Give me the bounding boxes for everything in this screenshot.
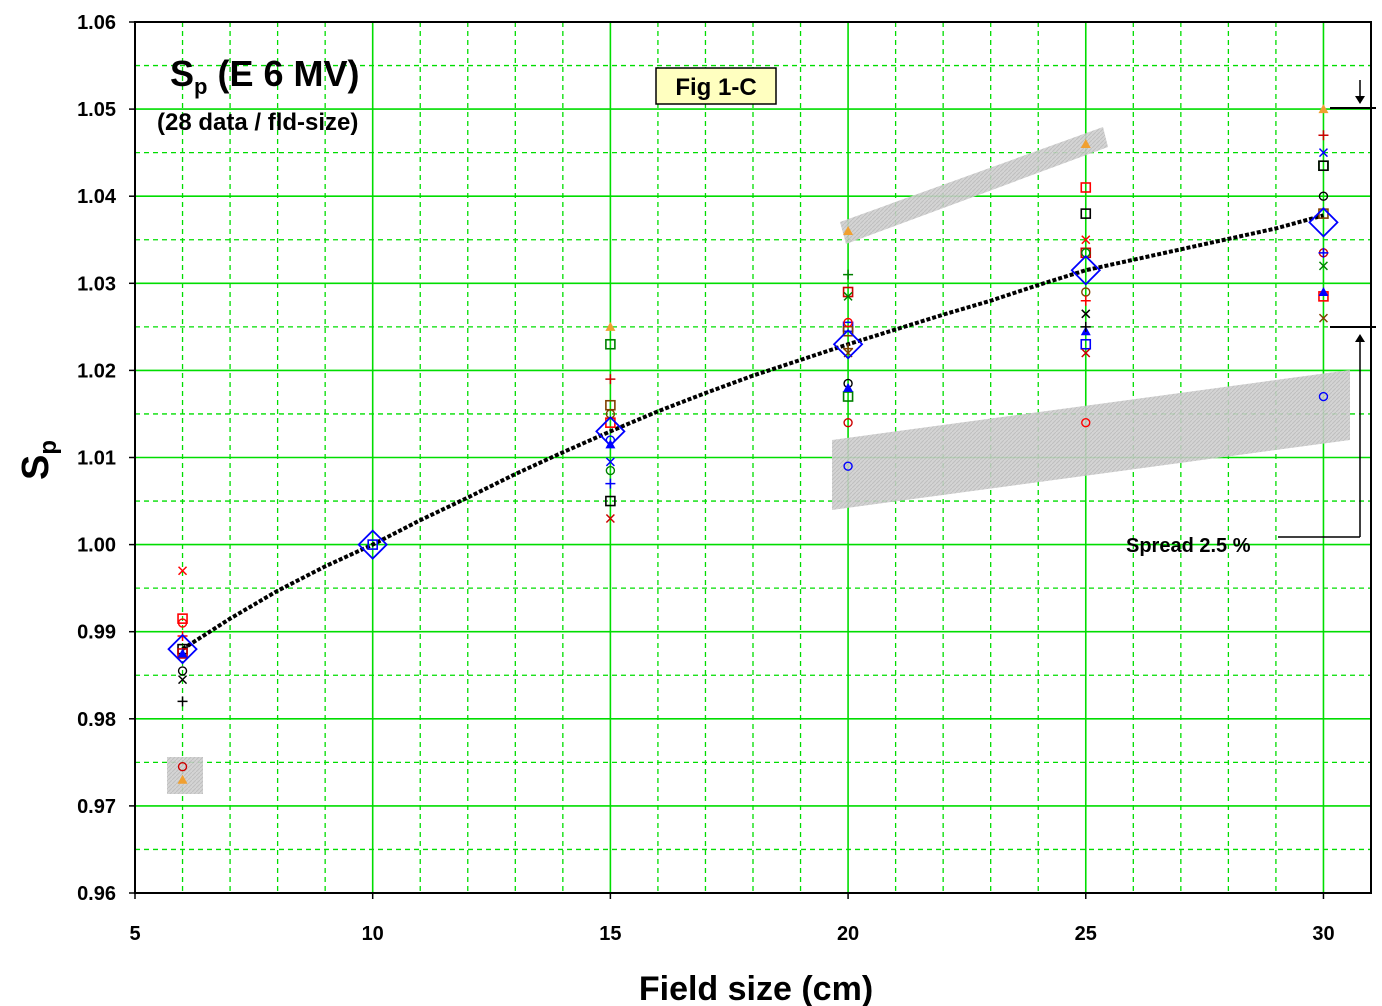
mean-diamond-marker [832, 328, 864, 360]
x-marker [1318, 313, 1328, 323]
square-marker [605, 338, 616, 350]
x-marker [178, 566, 188, 576]
mean-diamond-marker [167, 633, 198, 665]
y-tick-label: 1.00 [77, 535, 116, 557]
square-marker [1080, 338, 1092, 350]
circle-marker [177, 666, 188, 676]
x-marker [1081, 348, 1091, 358]
chart-title: Sp (E 6 MV) [170, 53, 359, 99]
circle-marker [843, 317, 853, 328]
highlight-band-upper [840, 127, 1108, 244]
y-axis-title: Sp [15, 440, 62, 480]
x-tick-label: 25 [1075, 923, 1097, 945]
x-tick-label: 10 [362, 923, 384, 945]
x-tick-labels: 5 10 15 20 25 30 [129, 893, 1335, 945]
x-marker [605, 513, 615, 524]
circle-marker [177, 762, 188, 772]
triangle-marker [177, 774, 188, 784]
plus-marker [843, 269, 854, 280]
y-tick-labels: 0.96 0.97 0.98 0.99 1.00 1.01 1.02 1.03 1.04 1.05… [77, 12, 135, 905]
y-tick-label: 0.98 [77, 709, 116, 731]
y-tick-label: 0.96 [77, 883, 116, 905]
square-marker [177, 613, 188, 624]
mean-diamond-marker [1070, 254, 1102, 286]
highlight-band-small [167, 757, 203, 794]
x-tick-label: 20 [837, 923, 859, 945]
x-marker [1318, 261, 1328, 271]
triangle-marker [843, 226, 854, 236]
y-tick-label: 0.99 [77, 622, 116, 644]
plus-marker [1318, 130, 1329, 141]
mean-diamond-marker [595, 416, 626, 447]
fit-line [181, 213, 1324, 651]
y-tick-label: 1.02 [77, 360, 116, 382]
square-marker [1080, 182, 1092, 193]
triangle-marker [843, 382, 854, 392]
square-marker [367, 539, 378, 550]
circle-marker [605, 465, 616, 476]
circle-marker [177, 618, 188, 628]
triangle-marker [605, 439, 616, 449]
mean-diamond-marker [1308, 207, 1339, 238]
x-axis-title: Field size (cm) [639, 970, 873, 1006]
x-tick-label: 5 [129, 923, 140, 945]
y-tick-label: 1.03 [77, 273, 116, 295]
circle-marker [1318, 391, 1329, 402]
highlight-band-lower [832, 370, 1350, 510]
x-tick-label: 30 [1312, 923, 1334, 945]
y-tick-label: 1.04 [77, 186, 117, 208]
mean-markers [167, 207, 1339, 665]
x-marker [843, 291, 853, 301]
y-tick-label: 1.01 [77, 448, 116, 470]
spread-arrowhead-down [1355, 96, 1365, 104]
x-marker [178, 675, 188, 685]
x-marker [1081, 235, 1091, 245]
plus-marker [1318, 247, 1329, 258]
square-marker [605, 495, 616, 507]
x-marker [1081, 309, 1091, 319]
triangle-marker [177, 648, 188, 658]
plus-marker [1080, 295, 1091, 306]
circle-marker [1318, 191, 1329, 201]
y-tick-label: 1.06 [77, 12, 116, 34]
fig-label: Fig 1-C [675, 74, 756, 101]
chart-subtitle: (28 data / fld-size) [157, 109, 358, 136]
square-marker [1080, 208, 1092, 219]
plus-marker [843, 343, 854, 354]
plus-marker [177, 696, 188, 707]
y-tick-label: 0.97 [77, 796, 116, 818]
mean-diamond-marker [357, 529, 388, 560]
y-tick-label: 1.05 [77, 99, 116, 121]
spread-arrowhead-up [1355, 334, 1365, 342]
x-tick-label: 15 [599, 923, 621, 945]
triangle-marker [1318, 287, 1329, 297]
triangle-marker [1318, 104, 1329, 114]
fig-label-box [655, 67, 777, 105]
triangle-marker [1080, 138, 1091, 148]
circle-marker [1081, 417, 1091, 428]
x-marker [605, 457, 615, 467]
circle-marker [843, 417, 853, 428]
spread-label: Spread 2.5 % [1126, 535, 1251, 557]
x-marker [1318, 148, 1328, 158]
plus-marker [605, 478, 616, 489]
square-marker [842, 391, 854, 402]
circle-marker [843, 461, 853, 471]
plus-marker [605, 374, 616, 385]
square-marker [1318, 160, 1329, 172]
plus-marker [1080, 321, 1091, 332]
fit-curve [181, 213, 1324, 651]
triangle-marker [605, 321, 616, 331]
